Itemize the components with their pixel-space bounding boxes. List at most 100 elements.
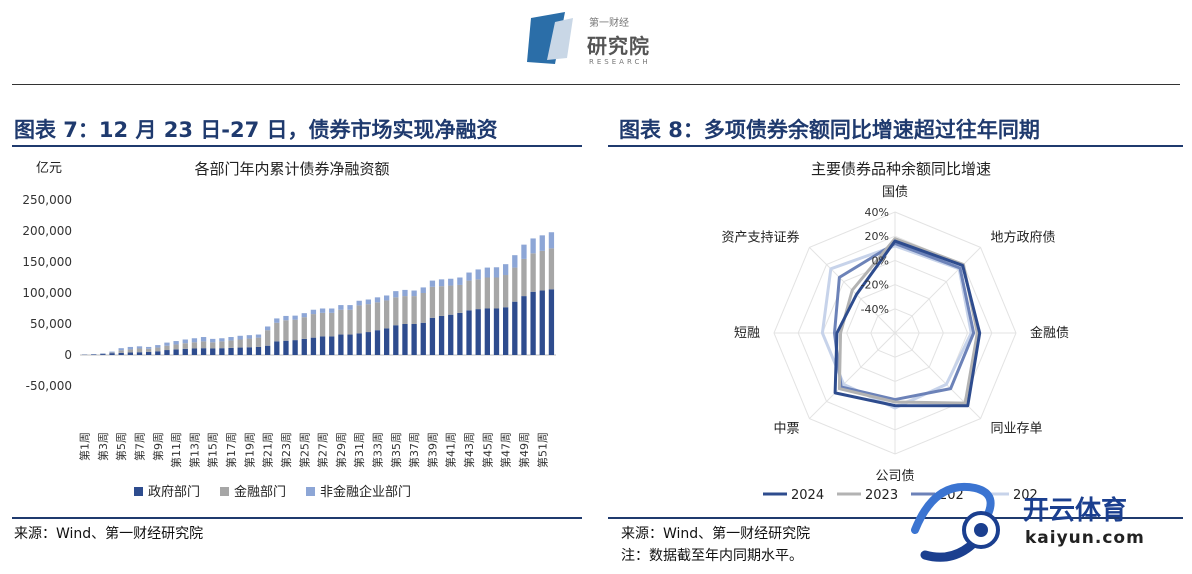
bar-segment: [548, 289, 555, 355]
bar-segment: [548, 248, 555, 290]
bar-segment: [264, 345, 271, 355]
bar-segment: [301, 317, 307, 339]
bar-segment: [393, 291, 399, 298]
bar-segment: [274, 341, 280, 355]
bar-segment: [127, 352, 134, 355]
bar-segment: [109, 352, 115, 354]
bar-segment: [283, 315, 289, 321]
bar-segment: [475, 309, 481, 355]
bar-segment: [484, 277, 491, 309]
bar-segment: [210, 338, 216, 343]
bar-segment: [466, 272, 472, 281]
logo-mark-icon: [527, 12, 573, 64]
bar-segment: [530, 291, 536, 355]
logo-main-text: 研究院: [587, 34, 650, 58]
radar-category-label: 公司债: [875, 469, 914, 484]
bar-segment: [438, 286, 445, 316]
radar-category-label: 短融: [734, 326, 760, 341]
bar-segment: [329, 336, 335, 355]
bar-segment: [182, 343, 188, 349]
bar-segment: [383, 295, 390, 301]
bar-segment: [347, 334, 353, 355]
bar-segment: [420, 287, 426, 293]
x-tick-label: 第25周: [297, 432, 311, 468]
bar-segment: [429, 280, 436, 287]
bar-segment: [429, 317, 436, 355]
x-tick-label: 第27周: [316, 432, 330, 468]
bar-segment: [310, 337, 317, 355]
bar-segment: [539, 290, 545, 355]
bar-segment: [502, 275, 509, 308]
bar-segment: [356, 305, 362, 334]
legend-label: 非金融企业部门: [320, 484, 411, 500]
x-tick-label: 第31周: [352, 432, 366, 468]
x-tick-label: 第45周: [480, 432, 494, 468]
header-divider: [12, 84, 1180, 85]
bar-segment: [200, 337, 207, 342]
bar-segment: [319, 308, 326, 313]
bar-segment: [155, 345, 161, 348]
radar-tick-label: -40%: [861, 303, 889, 316]
x-tick-label: 第43周: [462, 432, 476, 468]
bar-segment: [512, 301, 518, 355]
bar-segment: [356, 333, 362, 355]
radar-spoke: [809, 332, 896, 419]
bar-segment: [548, 232, 555, 249]
bar-segment: [219, 341, 225, 349]
logo-sub-text: RESEARCH: [589, 58, 651, 66]
bar-segment: [228, 337, 234, 341]
bar-segment: [374, 302, 381, 331]
bar-segment: [164, 350, 170, 355]
watermark: 开云体育 kaiyun.com: [905, 470, 1185, 570]
bar-segment: [466, 280, 472, 311]
bar-segment: [530, 238, 536, 254]
bar-segment: [411, 324, 417, 355]
bar-segment: [255, 334, 262, 338]
bar-segment: [457, 312, 463, 355]
bar-segment: [182, 348, 188, 355]
bar-segment: [136, 348, 143, 353]
x-tick-label: 第9周: [151, 432, 165, 461]
bar-segment: [145, 351, 152, 355]
bar-segment: [329, 312, 335, 337]
bar-segment: [475, 279, 481, 310]
bar-segment: [411, 296, 417, 324]
bar-segment: [182, 339, 188, 344]
bar-segment: [109, 353, 115, 355]
left-panel-title: 图表 7：12 月 23 日-27 日，债券市场实现净融资: [14, 118, 498, 142]
radar-series-line: [820, 244, 973, 410]
x-tick-label: 第37周: [407, 432, 421, 468]
radar-tick-label: -20%: [861, 279, 889, 292]
bar-segment: [502, 264, 509, 276]
bar-segment: [521, 296, 527, 355]
x-tick-label: 第11周: [169, 432, 183, 468]
bar-segment: [264, 330, 271, 346]
bar-segment: [228, 347, 234, 355]
bar-segment: [539, 235, 545, 251]
bar-segment: [319, 336, 326, 355]
bar-segment: [255, 337, 262, 347]
radar-category-label: 资产支持证券: [722, 230, 800, 246]
bar-segment: [118, 350, 124, 353]
x-tick-label: 第47周: [499, 432, 513, 468]
bar-segment: [145, 348, 152, 352]
bar-segment: [191, 342, 198, 349]
right-source: 来源：Wind、第一财经研究院: [621, 526, 811, 542]
bar-segment: [438, 315, 445, 355]
bar-chart: 各部门年内累计债券净融资额 亿元 -50,000 0 50,000 100,000 150,…: [22, 160, 556, 500]
right-panel-title: 图表 8：多项债券余额同比增速超过往年同期: [619, 118, 1040, 142]
right-note: 注：数据截至年内同期水平。: [621, 548, 803, 564]
legend-label: 2024: [791, 488, 824, 503]
bar-segment: [338, 305, 344, 310]
bar-segment: [219, 338, 225, 342]
radar-category-label: 同业存单: [990, 421, 1042, 436]
bar-segment: [191, 338, 198, 343]
x-tick-label: 第51周: [535, 432, 549, 468]
y-tick-label: 150,000: [22, 255, 72, 269]
x-tick-label: 第41周: [444, 432, 458, 468]
bar-segment: [191, 348, 198, 355]
bar-segment: [502, 307, 509, 355]
bar-segment: [365, 299, 372, 305]
chart-title: 主要债券品种余额同比增速: [811, 160, 991, 178]
y-tick-label: 100,000: [22, 286, 72, 300]
